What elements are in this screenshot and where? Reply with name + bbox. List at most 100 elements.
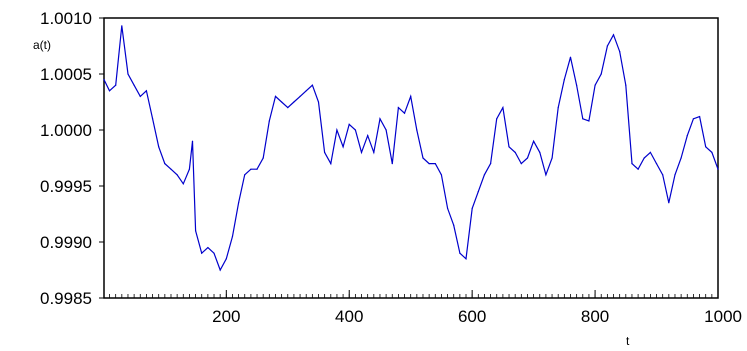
data-point: [397, 107, 400, 109]
data-point: [164, 163, 166, 165]
data-point: [698, 115, 701, 118]
x-tick-label: 200: [212, 307, 240, 326]
data-point: [250, 168, 252, 170]
data-point: [619, 51, 621, 53]
y-tick-label: 1.0000: [40, 121, 92, 140]
data-point: [680, 157, 682, 159]
y-tick-label: 0.9985: [40, 289, 92, 308]
data-point: [612, 34, 615, 36]
data-point: [367, 135, 369, 137]
data-point: [692, 118, 695, 120]
data-point: [158, 146, 160, 148]
data-point: [526, 157, 529, 159]
data-point: [434, 163, 436, 165]
data-point: [471, 207, 473, 209]
data-point: [330, 163, 332, 165]
data-point: [324, 151, 326, 153]
data-point: [410, 95, 412, 97]
data-point: [299, 95, 301, 97]
data-point: [563, 79, 565, 81]
data-point: [533, 140, 535, 142]
y-tick-label: 0.9990: [40, 233, 92, 252]
data-point: [403, 112, 406, 114]
data-point: [191, 140, 194, 142]
data-point: [539, 151, 541, 153]
data-point: [391, 163, 393, 165]
x-tick-label: 800: [581, 307, 609, 326]
data-point: [606, 45, 608, 47]
data-point: [588, 120, 590, 122]
data-point: [354, 129, 356, 131]
data-point: [662, 174, 664, 176]
data-point: [244, 174, 246, 176]
data-point: [514, 151, 516, 153]
data-point: [274, 95, 277, 97]
data-point: [711, 151, 713, 153]
x-tick-label: 400: [335, 307, 363, 326]
data-point: [655, 163, 658, 165]
data-point: [225, 258, 227, 260]
data-point: [281, 101, 283, 103]
data-point: [477, 191, 479, 193]
data-point: [342, 146, 344, 148]
data-point: [379, 118, 381, 120]
data-point: [360, 151, 363, 153]
data-point: [440, 174, 443, 176]
data-point: [287, 107, 289, 109]
data-point: [569, 56, 572, 58]
data-point: [311, 84, 313, 86]
data-point: [256, 168, 258, 170]
data-point: [108, 90, 111, 92]
data-point: [336, 129, 338, 131]
data-point: [643, 157, 645, 159]
data-point: [459, 252, 461, 254]
data-point: [502, 107, 504, 109]
data-point: [268, 120, 270, 122]
data-point: [508, 146, 510, 148]
series-line: [103, 25, 719, 272]
minor-ticks: [109, 294, 713, 298]
data-point: [705, 146, 707, 148]
data-point: [121, 25, 123, 27]
data-point: [348, 123, 350, 125]
data-point: [194, 230, 197, 232]
x-axis-ticks: 200 400 600 800 1000: [212, 290, 742, 326]
data-point: [145, 90, 148, 92]
data-point: [668, 202, 670, 204]
data-point: [551, 157, 553, 159]
data-point: [133, 84, 135, 86]
data-point: [637, 168, 639, 170]
x-tick-label: 1000: [704, 307, 742, 326]
data-point: [631, 163, 633, 165]
data-point: [127, 73, 129, 75]
plot-frame: [103, 17, 719, 299]
data-point: [201, 252, 203, 254]
y-tick-label: 1.0005: [40, 65, 92, 84]
y-axis-label: a(t): [33, 38, 51, 52]
data-point: [115, 84, 117, 86]
data-point: [625, 84, 627, 86]
data-point: [139, 95, 141, 97]
data-point: [557, 107, 559, 109]
data-point: [262, 157, 264, 159]
y-tick-label: 0.9995: [40, 177, 92, 196]
data-point: [231, 235, 234, 237]
data-point: [600, 73, 602, 75]
data-point: [213, 252, 215, 254]
data-point: [582, 118, 584, 120]
data-point: [576, 84, 578, 86]
data-point: [520, 163, 522, 165]
data-point: [496, 118, 498, 120]
data-point: [489, 163, 492, 165]
data-point: [182, 183, 184, 185]
data-point: [317, 101, 320, 103]
y-axis-ticks: 0.9985 0.9990 0.9995 1.0000 1.0005 1.0010: [40, 9, 104, 308]
data-point: [545, 174, 547, 176]
data-point: [219, 269, 221, 271]
data-point: [188, 168, 191, 170]
data-point: [446, 207, 449, 209]
data-point: [483, 174, 486, 176]
data-point: [170, 168, 172, 170]
data-point: [176, 174, 178, 176]
y-tick-label: 1.0010: [40, 9, 92, 28]
